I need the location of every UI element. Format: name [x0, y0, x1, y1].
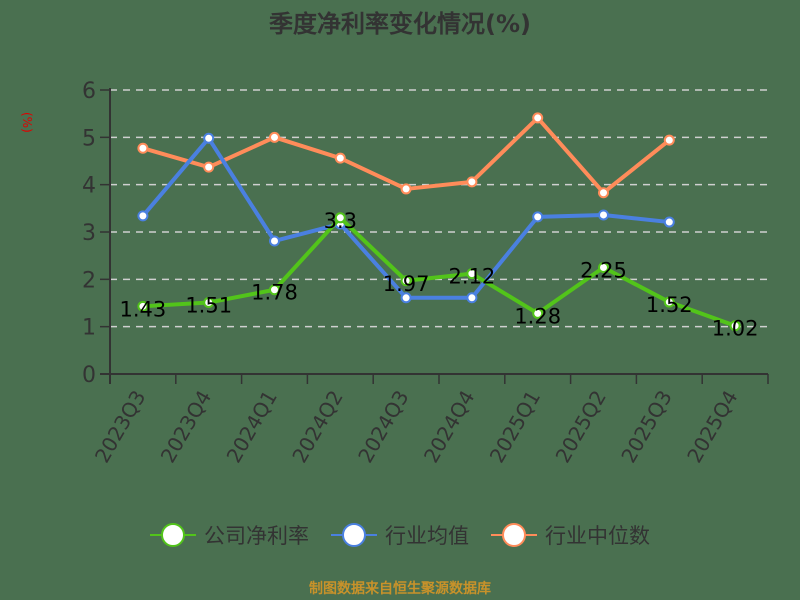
data-point[interactable] [334, 152, 346, 164]
legend-item[interactable]: 行业中位数 [491, 520, 650, 550]
chart-legend: 公司净利率 行业均值 行业中位数 [0, 520, 800, 550]
legend-marker-icon [150, 523, 196, 547]
chart-title: 季度净利率变化情况(%) [269, 10, 531, 38]
data-label: 3.3 [324, 209, 357, 233]
legend-item[interactable]: 行业均值 [331, 520, 469, 550]
data-point[interactable] [137, 142, 149, 154]
y-tick-label: 3 [82, 221, 96, 246]
data-point[interactable] [400, 183, 412, 195]
data-point[interactable] [466, 176, 478, 188]
x-tick-label: 2023Q4 [156, 386, 216, 467]
data-point[interactable] [269, 235, 280, 247]
legend-label: 行业均值 [385, 524, 469, 548]
data-label: 2.25 [580, 259, 627, 283]
data-point[interactable] [269, 131, 280, 143]
data-point[interactable] [532, 307, 544, 319]
data-point[interactable] [203, 132, 215, 144]
x-tick-label: 2025Q1 [485, 386, 545, 467]
data-point[interactable] [598, 262, 609, 273]
x-tick-label: 2024Q4 [419, 386, 479, 467]
data-label: 1.02 [712, 317, 759, 341]
data-point[interactable] [598, 209, 609, 221]
y-tick-label: 2 [82, 268, 96, 293]
data-point[interactable] [532, 211, 544, 223]
data-label: 1.28 [514, 304, 561, 328]
data-point[interactable] [400, 275, 412, 287]
x-tick-label: 2024Q2 [287, 386, 347, 467]
x-tick-label: 2024Q1 [222, 386, 282, 467]
data-label: 1.43 [120, 297, 167, 321]
x-tick-label: 2023Q3 [90, 386, 150, 467]
y-tick-label: 0 [82, 363, 96, 388]
data-point[interactable] [334, 212, 346, 224]
data-point[interactable] [400, 292, 412, 304]
data-point[interactable] [137, 300, 149, 312]
data-source-footer: 制图数据来自恒生聚源数据库 [309, 581, 491, 597]
legend-label: 行业中位数 [545, 524, 650, 548]
data-label: 1.97 [383, 272, 430, 296]
data-point[interactable] [269, 284, 280, 296]
data-point[interactable] [729, 320, 741, 332]
legend-item[interactable]: 公司净利率 [150, 520, 309, 550]
x-tick-label: 2025Q3 [616, 386, 676, 467]
legend-label: 公司净利率 [204, 524, 309, 548]
y-tick-label: 5 [82, 126, 96, 151]
data-point[interactable] [466, 268, 478, 280]
y-tick-label: 6 [82, 79, 96, 104]
data-point[interactable] [203, 161, 215, 173]
data-point[interactable] [663, 216, 675, 228]
data-point[interactable] [663, 134, 675, 146]
x-tick-label: 2025Q2 [551, 386, 611, 467]
data-label: 1.52 [646, 293, 693, 317]
data-point[interactable] [663, 296, 675, 308]
data-label: 2.12 [449, 265, 496, 289]
data-point[interactable] [532, 112, 544, 124]
data-point[interactable] [137, 210, 149, 222]
y-tick-label: 4 [82, 174, 96, 199]
y-tick-label: 1 [82, 316, 96, 341]
data-label: 1.51 [185, 294, 232, 318]
x-tick-label: 2024Q3 [353, 386, 413, 467]
legend-marker-icon [331, 523, 377, 547]
x-tick-label: 2025Q4 [682, 386, 742, 467]
data-point[interactable] [598, 187, 609, 199]
data-label: 1.78 [251, 281, 298, 305]
data-point[interactable] [466, 292, 478, 304]
legend-marker-icon [491, 523, 537, 547]
series-line [142, 215, 736, 328]
data-point[interactable] [203, 297, 215, 309]
